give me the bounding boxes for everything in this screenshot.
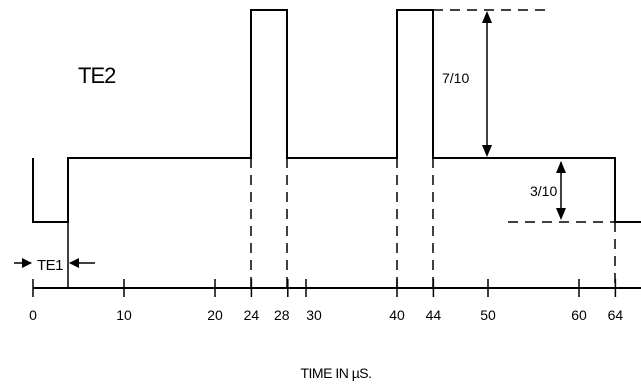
tick-label-20: 20 bbox=[207, 307, 223, 323]
upper-amplitude-label: 7/10 bbox=[442, 70, 469, 86]
te1-label: TE1 bbox=[37, 257, 63, 274]
lower-amplitude-arrow bbox=[556, 161, 566, 220]
tick-label-30: 30 bbox=[306, 307, 322, 323]
vertical-guides bbox=[67, 158, 616, 288]
tick-label-40: 40 bbox=[389, 307, 405, 323]
tick-label-24: 24 bbox=[244, 307, 260, 323]
upper-amplitude-arrow bbox=[482, 11, 492, 157]
tick-label-60: 60 bbox=[571, 307, 587, 323]
title-label: TE2 bbox=[78, 63, 116, 88]
axis-ticks: 0 10 20 24 28 30 40 44 50 60 64 bbox=[29, 279, 623, 323]
tick-label-28: 28 bbox=[274, 307, 290, 323]
tick-label-64: 64 bbox=[608, 307, 624, 323]
tick-label-10: 10 bbox=[116, 307, 132, 323]
tick-label-50: 50 bbox=[480, 307, 496, 323]
tick-label-0: 0 bbox=[29, 307, 37, 323]
te1-arrows bbox=[14, 258, 95, 268]
lower-amplitude-label: 3/10 bbox=[530, 183, 557, 199]
axis-label: TIME IN µS. bbox=[300, 365, 371, 381]
tick-label-44: 44 bbox=[426, 307, 442, 323]
